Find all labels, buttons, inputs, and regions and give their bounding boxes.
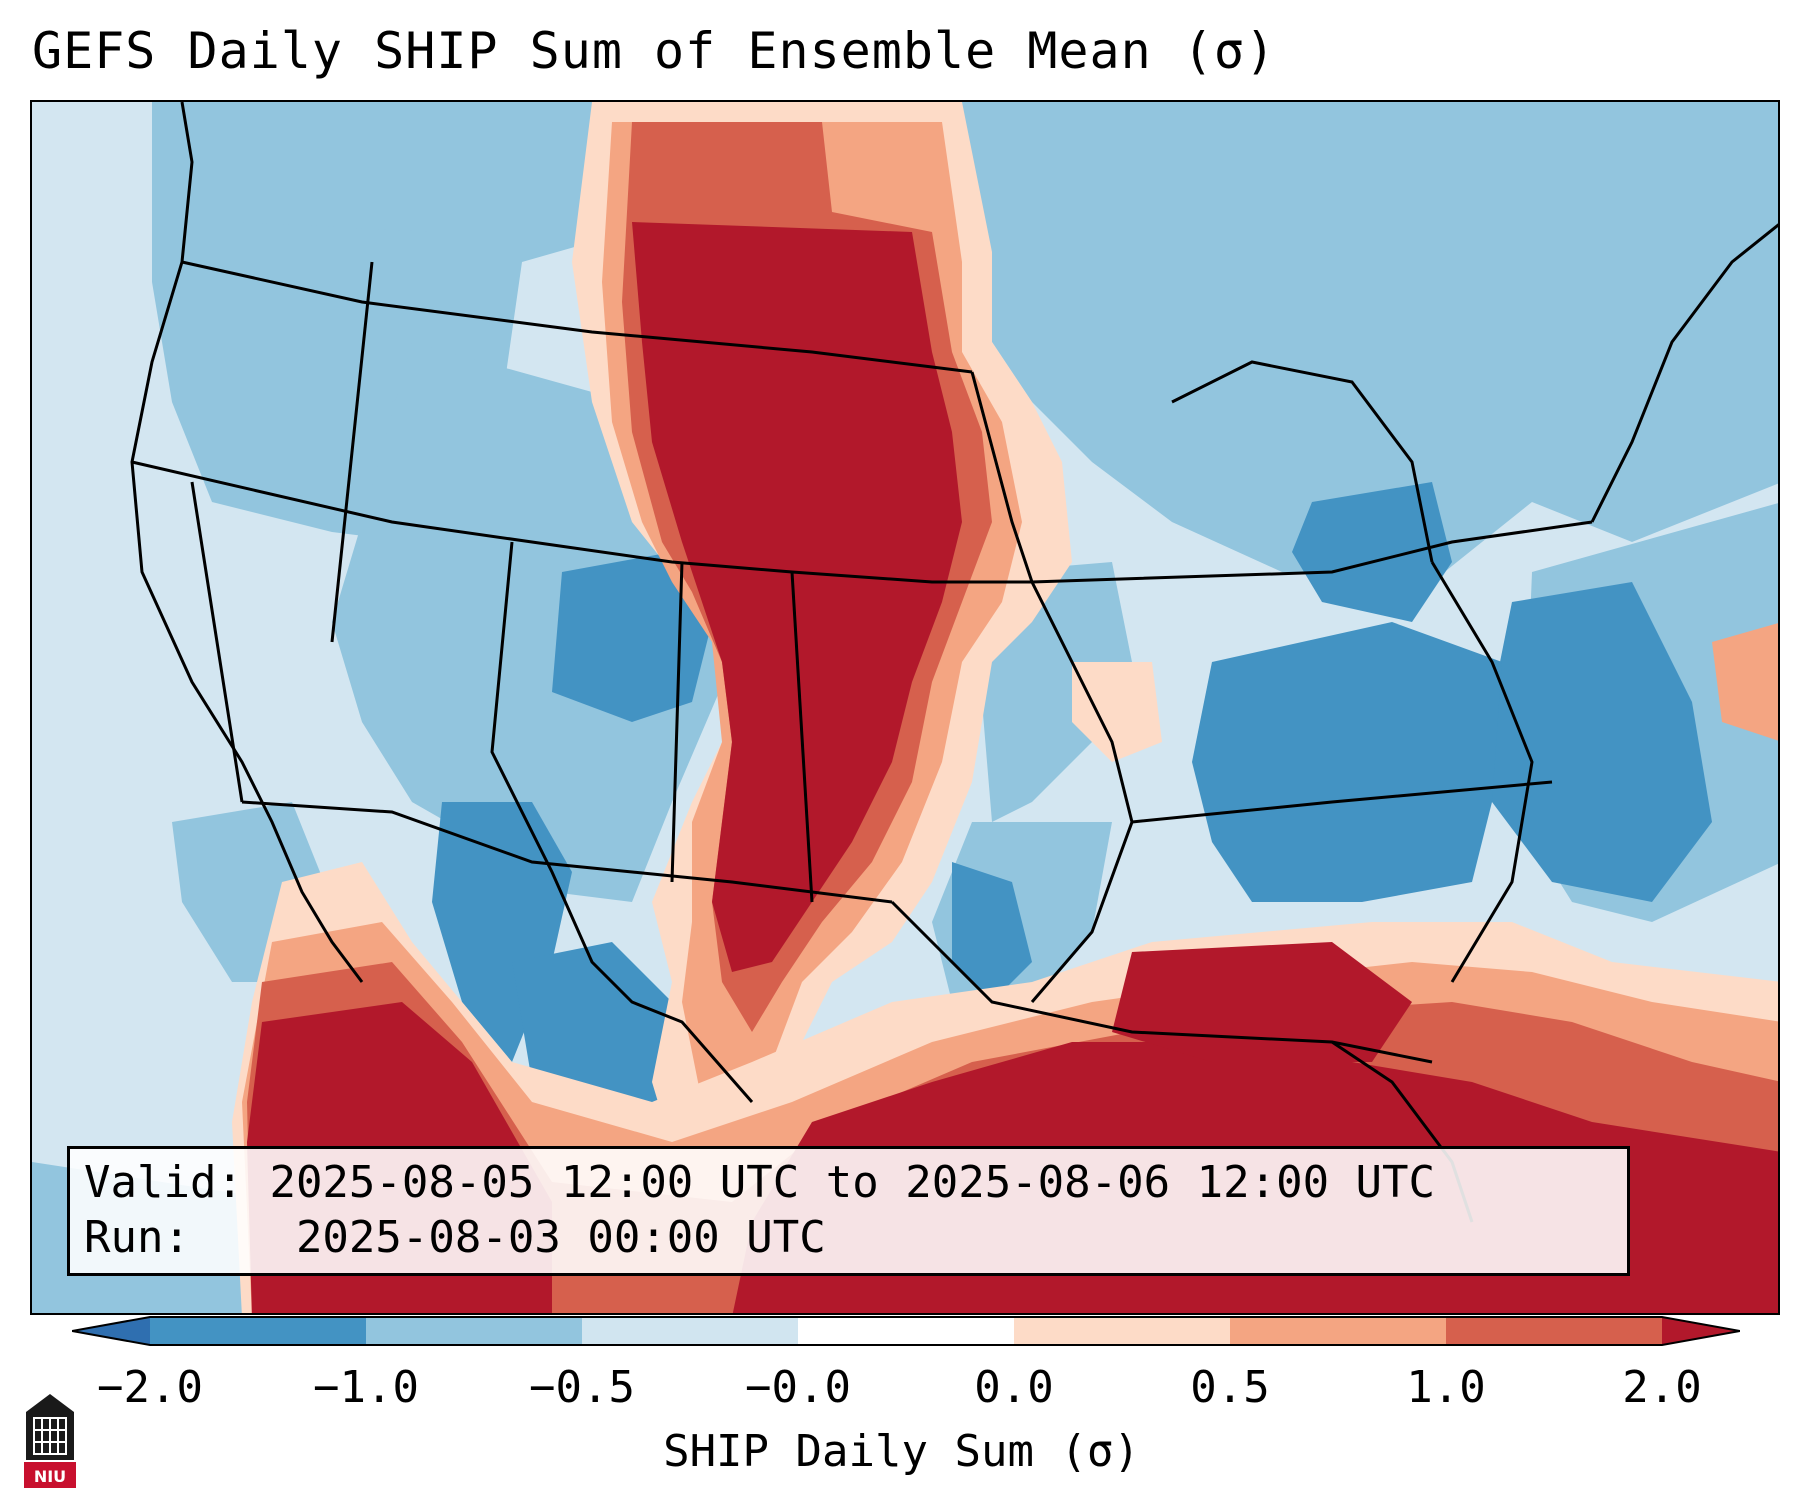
niu-logo: NIU [24, 1394, 76, 1488]
logo-text: NIU [34, 1467, 66, 1486]
colorbar-extend-low [72, 1317, 150, 1345]
valid-time-range: 2025-08-05 12:00 UTC to 2025-08-06 12:00… [269, 1157, 1436, 1208]
colorbar-bin [582, 1317, 798, 1345]
colorbar-bin [1014, 1317, 1230, 1345]
colorbar-tick-label: 0.5 [1190, 1362, 1270, 1413]
colorbar-tick-label: −2.0 [97, 1362, 203, 1413]
colorbar-bin [798, 1317, 1014, 1345]
valid-label: Valid: [84, 1157, 243, 1208]
run-time: 2025-08-03 00:00 UTC [295, 1212, 826, 1263]
colorbar-tick-label: 1.0 [1406, 1362, 1486, 1413]
map-title: GEFS Daily SHIP Sum of Ensemble Mean (σ) [32, 22, 1277, 80]
validity-info-box: Valid: 2025-08-05 12:00 UTC to 2025-08-0… [67, 1146, 1630, 1276]
colorbar-tick-label: 2.0 [1622, 1362, 1702, 1413]
ship-field-map [32, 102, 1778, 1313]
colorbar-extend-high [1662, 1317, 1740, 1345]
colorbar-tick-label: 0.0 [974, 1362, 1054, 1413]
boundary-lines [130, 102, 1778, 1223]
colorbar-tick-label: −1.0 [313, 1362, 419, 1413]
colorbar-tick-label: −0.0 [745, 1362, 851, 1413]
colorbar-bin [1446, 1317, 1662, 1345]
map-panel [30, 100, 1780, 1315]
colorbar-bin [150, 1317, 366, 1345]
colorbar [72, 1316, 1740, 1346]
run-label: Run: [84, 1212, 190, 1263]
colorbar-tick-label: −0.5 [529, 1362, 635, 1413]
colorbar-label: SHIP Daily Sum (σ) [663, 1426, 1140, 1477]
colorbar-bin [366, 1317, 582, 1345]
colorbar-bin [1230, 1317, 1446, 1345]
